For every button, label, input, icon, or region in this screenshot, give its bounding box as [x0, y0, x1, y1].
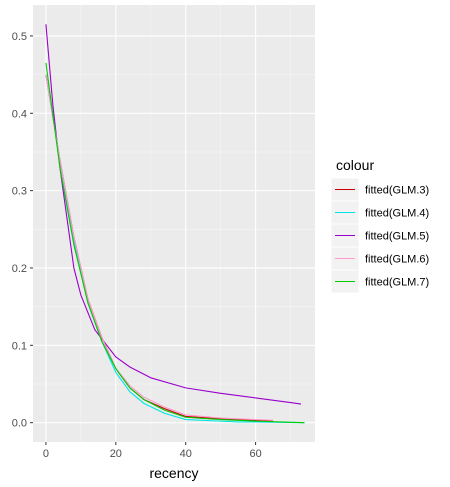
- y-tick-label: 0.4: [12, 108, 27, 120]
- legend-items: fitted(GLM.3) fitted(GLM.4) fitted(GLM.5) f…: [330, 177, 429, 294]
- y-tick-label: 0.0: [12, 418, 27, 430]
- legend-label-3: fitted(GLM.5): [365, 231, 429, 243]
- x-tick-label: 0: [43, 448, 49, 460]
- series-line-2: [45, 74, 305, 424]
- y-tick-label: 0.1: [12, 340, 27, 352]
- legend-label-4: fitted(GLM.6): [365, 254, 429, 266]
- x-tick-label: 60: [249, 448, 261, 460]
- y-tick-label: 0.3: [12, 186, 27, 198]
- x-axis-title: recency: [149, 465, 198, 481]
- x-tick-label: 40: [180, 448, 192, 460]
- series-line-4: [45, 74, 274, 421]
- plot-panel: [33, 5, 315, 442]
- x-axis-ticks: 0 20 40 60: [43, 442, 262, 460]
- x-tick-label: 20: [110, 448, 122, 460]
- y-axis-ticks: 0.0 0.1 0.2 0.3 0.4 0.5: [12, 31, 33, 430]
- legend-title: colour: [336, 157, 374, 173]
- y-tick-label: 0.2: [12, 263, 27, 275]
- series-line-5: [45, 62, 305, 424]
- legend-label-1: fitted(GLM.3): [365, 185, 429, 197]
- legend-label-5: fitted(GLM.7): [365, 277, 429, 289]
- major-gridlines: [33, 5, 315, 442]
- legend: colour fitted(GLM.3)fitted(GLM.4)fitted(…: [330, 157, 429, 294]
- y-tick-label: 0.5: [12, 31, 27, 43]
- series-line-3: [45, 24, 302, 405]
- legend-label-2: fitted(GLM.4): [365, 208, 429, 220]
- series-layer: [45, 24, 305, 424]
